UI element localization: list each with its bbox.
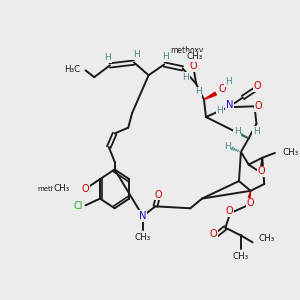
Text: CH₃: CH₃ [186,52,203,61]
Text: O: O [210,229,218,238]
Text: O: O [225,206,233,216]
Text: H: H [225,77,232,86]
Text: O: O [82,184,89,194]
Text: N: N [226,100,233,110]
Text: O: O [154,190,162,200]
Text: H: H [224,142,231,151]
Text: O: O [255,101,262,111]
Text: CH₃: CH₃ [54,184,70,194]
Text: O: O [190,61,197,71]
Text: O: O [254,81,261,91]
Text: Cl: Cl [74,201,83,211]
Text: CH₃: CH₃ [135,233,151,242]
Text: CH₃: CH₃ [233,252,249,261]
Text: methoxy: methoxy [170,46,203,56]
Text: H: H [104,53,111,62]
Text: H: H [182,73,189,82]
Text: N: N [139,211,147,221]
Text: CH₃: CH₃ [258,234,275,243]
Text: H: H [216,106,223,115]
Text: methoxy: methoxy [38,186,68,192]
Text: O: O [219,84,226,94]
Polygon shape [246,191,250,206]
Text: O: O [257,167,265,176]
Text: H: H [195,87,202,96]
Text: H: H [253,127,260,136]
Polygon shape [204,92,216,100]
Text: H: H [234,127,240,136]
Text: H: H [133,50,140,59]
Text: H₃C: H₃C [64,65,81,74]
Text: H: H [162,52,169,61]
Text: O: O [247,198,254,208]
Text: CH₃: CH₃ [283,148,299,158]
